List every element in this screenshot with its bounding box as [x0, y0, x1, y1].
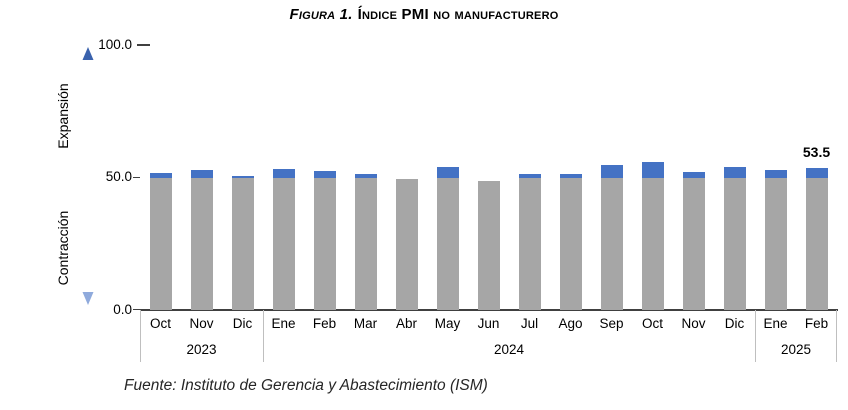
bar-below-threshold: [149, 177, 172, 310]
category-axis-separator: [140, 310, 141, 362]
year-group-label: 2023: [186, 342, 217, 357]
x-axis-label: Mar: [353, 316, 378, 331]
bar-above-threshold: [436, 167, 459, 178]
bar-above-threshold: [313, 170, 336, 178]
category-axis-separator: [263, 310, 264, 362]
bar-above-threshold: [559, 173, 582, 178]
y-axis-tick-label: 100.0: [98, 37, 132, 52]
y-axis-tick-mark: [137, 44, 150, 46]
year-group-label: 2025: [780, 342, 812, 357]
bar-below-threshold: [764, 177, 787, 310]
bar-below-threshold: [600, 177, 623, 310]
plot-area: Oct Nov Dic Ene Feb Mar Abr May Jun Jul Ago Sep Oct N…: [140, 45, 837, 362]
x-axis-label: Abr: [395, 316, 417, 331]
y-axis-tick-mark: [133, 177, 140, 178]
x-axis-label: Ene: [271, 316, 296, 331]
x-axis-label: Oct: [149, 316, 171, 331]
x-axis-label: Nov: [681, 316, 706, 331]
x-axis-label: Ago: [558, 316, 583, 331]
bar-below-threshold: [190, 177, 213, 310]
bar-above-threshold: [518, 173, 541, 178]
category-axis-separator: [755, 310, 756, 362]
bar-below-threshold: [313, 177, 336, 310]
bar-below-threshold: [395, 179, 418, 310]
y-axis-tick-label: 0.0: [113, 302, 132, 317]
bar-above-threshold: [354, 173, 377, 178]
year-group-label: 2024: [493, 342, 525, 357]
bar-below-threshold: [231, 177, 254, 310]
contraction-label: Contracción: [55, 210, 71, 286]
x-axis-label: Dic: [232, 316, 253, 331]
bar-below-threshold: [723, 177, 746, 310]
figure-title: Figura 1. Índice PMI no manufacturero: [0, 6, 848, 23]
x-axis-label: Sep: [599, 316, 624, 331]
x-axis-label: Feb: [312, 316, 337, 331]
figure-title-main: Índice PMI no manufacturero: [357, 6, 559, 23]
bar-above-threshold: [682, 171, 705, 178]
x-axis-label: Ene: [763, 316, 788, 331]
y-axis-tick-mark: [133, 309, 140, 310]
bar-below-threshold: [272, 177, 295, 310]
bar-below-threshold: [436, 177, 459, 310]
y-axis-tick-label: 50.0: [105, 169, 132, 184]
source-note: Fuente: Instituto de Gerencia y Abasteci…: [124, 377, 488, 394]
bar-above-threshold: [723, 166, 746, 178]
bar-above-threshold: [190, 170, 213, 178]
expansion-contraction-arrow-icon: [82, 47, 94, 305]
category-axis-separator: [836, 310, 837, 362]
bar-above-threshold: [149, 172, 172, 178]
bar-above-threshold: [272, 168, 295, 178]
bar-below-threshold: [354, 177, 377, 310]
bar-below-threshold: [477, 180, 500, 310]
x-axis-label: Jul: [520, 316, 539, 331]
bar-above-threshold: [231, 175, 254, 178]
bar-above-threshold: [600, 164, 623, 178]
figure-title-prefix: Figura 1.: [289, 6, 353, 23]
bar-below-threshold: [641, 177, 664, 310]
expansion-label: Expansión: [55, 83, 71, 149]
x-axis-line: [140, 309, 838, 311]
bar-below-threshold: [682, 177, 705, 310]
x-axis-label: Nov: [189, 316, 214, 331]
data-point-label: 53.5: [802, 144, 831, 161]
x-axis-label: Feb: [804, 316, 829, 331]
bar-below-threshold: [559, 177, 582, 310]
bar-below-threshold: [518, 177, 541, 310]
bar-above-threshold: [641, 161, 664, 178]
x-axis-label: Jun: [477, 316, 500, 331]
bar-below-threshold: [805, 177, 828, 310]
x-axis-label: May: [434, 316, 461, 331]
bar-above-threshold: [805, 168, 828, 178]
x-axis-label: Dic: [724, 316, 745, 331]
x-axis-label: Oct: [641, 316, 663, 331]
bar-above-threshold: [764, 170, 787, 178]
